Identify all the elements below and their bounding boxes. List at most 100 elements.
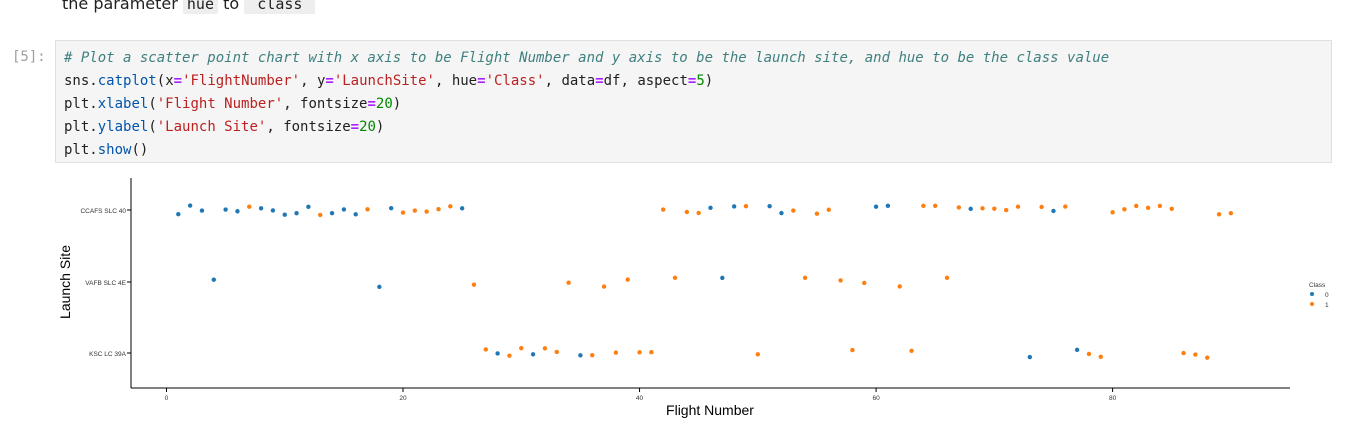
- x-axis-label: Flight Number: [666, 402, 754, 418]
- x-tick-label: 60: [872, 395, 880, 402]
- point-class-1: [436, 206, 441, 212]
- point-class-1: [1122, 207, 1127, 212]
- point-class-1: [1169, 206, 1174, 211]
- point-class-1: [944, 275, 950, 281]
- point-class-1: [684, 209, 690, 215]
- point-class-1: [507, 353, 512, 358]
- inline-code-hue: hue: [182, 0, 218, 14]
- point-class-0: [1051, 208, 1056, 214]
- legend: Class 0 1: [1309, 282, 1329, 309]
- y-axis-label: Launch Site: [57, 245, 73, 319]
- point-class-1: [471, 282, 477, 287]
- point-class-1: [814, 211, 820, 216]
- point-class-1: [838, 278, 843, 283]
- legend-label-1: 1: [1325, 302, 1329, 309]
- code-cell-input[interactable]: # Plot a scatter point chart with x axis…: [55, 40, 1332, 163]
- point-class-0: [223, 207, 228, 212]
- markdown-prefix: the parameter: [62, 0, 178, 13]
- point-class-1: [247, 204, 252, 209]
- point-class-0: [211, 277, 216, 282]
- point-class-0: [235, 209, 240, 214]
- inline-code-class: `class`: [244, 0, 316, 14]
- point-class-1: [519, 345, 524, 351]
- point-class-1: [365, 207, 370, 212]
- code-line-5: plt.show(): [64, 142, 149, 158]
- point-class-0: [294, 211, 299, 216]
- point-class-1: [637, 350, 642, 355]
- point-class-1: [1181, 350, 1186, 356]
- code-line-2: sns.catplot(x='FlightNumber', y='LaunchS…: [64, 73, 714, 89]
- point-class-0: [282, 212, 287, 217]
- point-class-1: [992, 206, 997, 211]
- point-class-1: [424, 209, 429, 214]
- point-class-0: [388, 206, 394, 211]
- y-ticks: CCAFS SLC 40 VAFB SLC 4E KSC LC 39A: [80, 208, 131, 358]
- point-class-1: [897, 284, 902, 289]
- point-class-1: [909, 348, 914, 354]
- point-class-1: [802, 275, 808, 280]
- cell-output: CCAFS SLC 40 VAFB SLC 4E KSC LC 39A 0 20 40 6…: [55, 170, 1340, 422]
- point-class-1: [850, 347, 855, 353]
- point-class-1: [1015, 204, 1021, 209]
- point-class-0: [720, 275, 725, 281]
- point-class-1: [554, 349, 559, 355]
- point-class-1: [956, 205, 962, 210]
- point-class-1: [625, 277, 630, 282]
- point-class-1: [1134, 203, 1139, 209]
- point-class-1: [1110, 210, 1115, 215]
- legend-label-0: 0: [1325, 292, 1329, 299]
- point-class-0: [578, 353, 583, 358]
- point-class-1: [921, 203, 926, 209]
- x-tick-label: 80: [1109, 395, 1117, 402]
- point-class-1: [696, 210, 701, 216]
- code-comment: # Plot a scatter point chart with x axis…: [64, 50, 1110, 66]
- point-class-1: [743, 203, 749, 209]
- cell-prompt: [5]:: [12, 49, 46, 65]
- point-class-1: [400, 210, 406, 215]
- point-class-1: [483, 347, 488, 352]
- code-editor[interactable]: # Plot a scatter point chart with x axis…: [64, 47, 1109, 162]
- legend-marker-1: [1310, 302, 1314, 306]
- point-class-1: [933, 203, 938, 208]
- y-tick-label: CCAFS SLC 40: [80, 208, 126, 215]
- point-class-0: [306, 204, 311, 209]
- y-tick-label: VAFB SLC 4E: [85, 280, 126, 287]
- point-class-1: [1086, 351, 1092, 357]
- markdown-text: the parameter hue to `class`: [62, 0, 316, 14]
- legend-title: Class: [1309, 282, 1326, 289]
- point-class-0: [873, 204, 879, 209]
- point-class-1: [1216, 212, 1222, 217]
- point-class-1: [1145, 205, 1151, 210]
- point-class-1: [1205, 355, 1210, 360]
- markdown-mid: to: [223, 0, 240, 13]
- point-class-1: [862, 280, 867, 286]
- point-class-0: [530, 352, 536, 357]
- point-class-0: [968, 206, 973, 212]
- legend-marker-0: [1310, 292, 1314, 296]
- point-class-1: [1157, 203, 1163, 209]
- point-class-1: [1003, 207, 1009, 213]
- point-class-0: [176, 212, 181, 217]
- x-ticks: 0 20 40 60 80: [165, 388, 1117, 402]
- point-class-1: [412, 208, 418, 213]
- point-class-0: [258, 206, 264, 211]
- point-class-0: [270, 208, 276, 213]
- point-class-0: [353, 212, 358, 217]
- code-line-3: plt.xlabel('Flight Number', fontsize=20): [64, 96, 402, 112]
- point-class-0: [341, 207, 347, 212]
- x-tick-label: 40: [636, 395, 644, 402]
- point-class-0: [495, 351, 500, 356]
- point-class-0: [329, 210, 335, 216]
- x-tick-label: 20: [399, 395, 407, 402]
- point-class-1: [1098, 354, 1103, 359]
- point-class-1: [980, 206, 985, 211]
- point-class-0: [885, 203, 891, 209]
- point-class-0: [1027, 354, 1033, 360]
- code-line-4: plt.ylabel('Launch Site', fontsize=20): [64, 119, 385, 135]
- point-class-0: [731, 204, 737, 209]
- point-class-1: [660, 207, 666, 212]
- catplot-chart: CCAFS SLC 40 VAFB SLC 4E KSC LC 39A 0 20 40 6…: [57, 178, 1329, 418]
- point-class-1: [649, 349, 654, 355]
- point-class-0: [708, 205, 713, 211]
- point-class-0: [377, 284, 382, 290]
